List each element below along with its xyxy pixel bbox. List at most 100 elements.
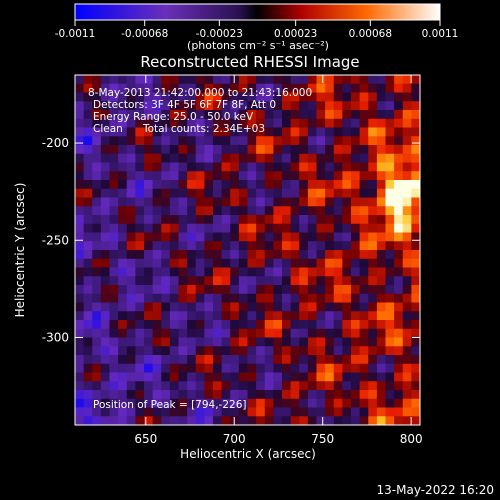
heatmap-cell [144,398,154,408]
heatmap-cell [256,390,266,400]
heatmap-cell [187,267,197,277]
heatmap-cell [152,276,162,286]
heatmap-cell [299,372,309,382]
heatmap-cell [376,416,386,426]
heatmap-cell [144,215,154,225]
heatmap-cell [195,355,205,365]
heatmap-cell [100,162,110,172]
heatmap-cell [213,75,223,85]
heatmap-cell [351,171,361,181]
heatmap-cell [333,320,343,330]
heatmap-cell [273,127,283,137]
heatmap-cell [402,267,412,277]
heatmap-cell [230,206,240,216]
heatmap-cell [230,223,240,233]
heatmap-cell [221,311,231,321]
heatmap-cell [307,232,317,242]
heatmap-cell [264,258,274,268]
heatmap-cell [256,258,266,268]
heatmap-cell [187,372,197,382]
heatmap-cell [100,328,110,338]
heatmap-cell [368,258,378,268]
heatmap-cell [351,372,361,382]
heatmap-cell [83,293,93,303]
heatmap-cell [169,293,179,303]
heatmap-cell [187,110,197,120]
heatmap-cell [126,372,136,382]
heatmap-cell [195,276,205,286]
heatmap-cell [273,302,283,312]
heatmap-cell [299,337,309,347]
heatmap-cell [187,206,197,216]
heatmap-cell [264,75,274,85]
heatmap-cell [161,337,171,347]
annotation-block: 8-May-2013 21:42:00.000 to 21:43:16.000 … [88,87,312,411]
heatmap-cell [161,398,171,408]
heatmap-cell [213,101,223,111]
heatmap-cell [126,293,136,303]
heatmap-cell [402,311,412,321]
heatmap-cell [204,337,214,347]
heatmap-cell [394,416,404,426]
heatmap-cell [385,215,395,225]
heatmap-cell [178,75,188,85]
heatmap-cell [299,328,309,338]
heatmap-cell [325,180,335,190]
heatmap-cell [100,75,110,85]
heatmap-cell [100,118,110,128]
heatmap-cell [402,372,412,382]
heatmap-cell [376,75,386,85]
heatmap-cell [359,127,369,137]
heatmap-cell [75,258,85,268]
heatmap-cell [126,390,136,400]
heatmap-cell [100,92,110,102]
heatmap-cell [238,267,248,277]
heatmap-cell [204,258,214,268]
heatmap-cell [282,101,292,111]
heatmap-cell [333,110,343,120]
heatmap-cell [161,302,171,312]
heatmap-cell [256,407,266,417]
heatmap-cell [368,118,378,128]
heatmap-cell [273,215,283,225]
heatmap-cell [316,83,326,93]
heatmap-cell [92,232,102,242]
heatmap-cell [342,285,352,295]
heatmap-cell [118,346,128,356]
heatmap-cell [359,162,369,172]
heatmap-cell [75,337,85,347]
heatmap-cell [282,276,292,286]
heatmap-cell [195,136,205,146]
heatmap-cell [342,258,352,268]
heatmap-cell [264,232,274,242]
x-tick-label: 750 [311,432,334,446]
heatmap-cell [187,346,197,356]
heatmap-cell [385,320,395,330]
heatmap-cell [273,285,283,295]
heatmap-cell [75,302,85,312]
heatmap-cell [204,267,214,277]
heatmap-cell [109,250,119,260]
heatmap-cell [256,398,266,408]
heatmap-cell [264,171,274,181]
heatmap-cell [221,267,231,277]
heatmap-cell [109,232,119,242]
heatmap-cell [75,171,85,181]
annotation-energy-range: Energy Range: 25.0 - 50.0 keV [93,111,254,123]
heatmap-cell [213,285,223,295]
heatmap-cell [221,381,231,391]
heatmap-cell [411,390,421,400]
heatmap-cell [342,153,352,163]
heatmap-cell [135,180,145,190]
heatmap-cell [100,223,110,233]
heatmap-cell [247,363,257,373]
heatmap-cell [385,276,395,286]
heatmap-cell [282,346,292,356]
heatmap-cell [230,118,240,128]
heatmap-cell [161,110,171,120]
heatmap-cell [316,328,326,338]
heatmap-cell [385,75,395,85]
heatmap-cell [273,258,283,268]
heatmap-cell [100,346,110,356]
heatmap-cell [169,162,179,172]
